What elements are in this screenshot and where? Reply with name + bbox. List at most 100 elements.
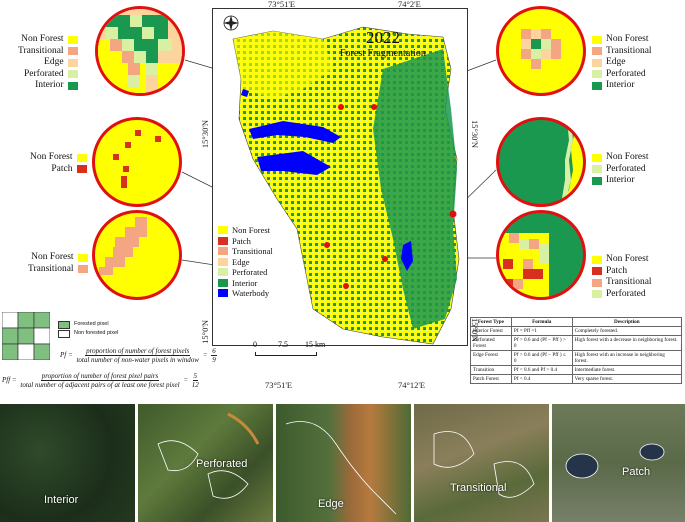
- legend-swatch: [592, 290, 602, 299]
- sample-point: [343, 283, 349, 289]
- zoom-legend-low-left: Non Forest Transitional: [28, 252, 92, 275]
- scale-label: 15 km: [305, 340, 326, 349]
- zoom-circle-top-left: [95, 6, 185, 96]
- photo-overlay: [157, 412, 260, 499]
- photo-patch: Patch: [552, 404, 685, 522]
- legend-swatch: [592, 153, 602, 162]
- formula-lhs: Pff =: [2, 376, 17, 385]
- sample-point: [449, 210, 457, 218]
- coord-top-left: 73°51'E: [268, 0, 296, 9]
- legend-label: Perforated: [606, 68, 646, 79]
- zoom-circle-mid-left: [92, 117, 182, 207]
- legend-swatch: [592, 81, 602, 90]
- table-row: Edge Forest Pf > 0.6 and (Pf − Pff ) ≤ 0…: [470, 350, 683, 366]
- formula-value-num: 5: [192, 372, 199, 381]
- map-subtitle: Forest Fragmentation: [340, 48, 426, 59]
- legend-swatch: [67, 70, 78, 79]
- map-year: 2022: [366, 28, 400, 47]
- legend-swatch: [67, 58, 78, 67]
- legend-swatch: [592, 47, 602, 56]
- waterbody: [249, 121, 341, 143]
- legend-label: Non Forest: [21, 34, 64, 44]
- scale-label: 7.5: [278, 340, 288, 349]
- table-header: Description: [571, 317, 683, 327]
- zoom-circle-pixels: [99, 217, 147, 275]
- formula-denominator: total number of adjacent pairs of at lea…: [20, 381, 180, 389]
- legend-label: Transitional: [606, 45, 652, 56]
- pf-formula: Pf = proportion of number of forest pixe…: [60, 347, 217, 364]
- legend-label: Non Forest: [30, 152, 73, 162]
- legend-label: Interior: [232, 277, 258, 288]
- non-forest-region: [233, 31, 333, 99]
- zoom-circle-low-right: [496, 210, 586, 300]
- legend-label: Waterbody: [232, 288, 270, 298]
- forest-type-table: Forest Type Formula Description Interior…: [470, 317, 683, 384]
- legend-label: Transitional: [606, 277, 652, 287]
- legend-swatch: [218, 289, 228, 298]
- legend-label: Patch: [232, 235, 251, 246]
- formula-value-den: 9: [212, 356, 216, 364]
- pixel-key-label: Forested pixel: [74, 321, 109, 327]
- legend-swatch: [67, 47, 78, 56]
- photo-transitional: Transitional: [414, 404, 549, 522]
- legend-label: Edge: [606, 57, 626, 67]
- legend-swatch: [218, 236, 228, 245]
- legend-label: Patch: [606, 265, 628, 276]
- non-forested-swatch: [58, 329, 70, 338]
- sample-point: [382, 256, 388, 262]
- legend-label: Perforated: [232, 267, 268, 277]
- zoom-legend-mid-right: Non Forest Perforated Interior: [588, 152, 649, 187]
- sample-point: [338, 104, 344, 110]
- zoom-circle-pixels: [521, 29, 561, 69]
- coord-left-lower: 15°0'N: [200, 320, 210, 344]
- zoom-legend-top-right: Non Forest Transitional Edge Perforated …: [588, 34, 652, 92]
- forested-swatch: [58, 320, 70, 329]
- legend-swatch: [592, 58, 602, 67]
- legend-label: Interior: [606, 175, 635, 185]
- legend-label: Non Forest: [606, 34, 649, 44]
- table-cell: Intermediate forest.: [571, 365, 683, 375]
- legend-label: Non Forest: [31, 252, 74, 262]
- waterbody: [401, 241, 413, 271]
- table-cell: Pf < 0.4: [510, 374, 573, 384]
- table-cell: Pf > 0.6 and (Pf − Pff ) > 0: [510, 335, 573, 351]
- photo-perforated: Perforated: [138, 404, 273, 522]
- zoom-circle-mid-right: [496, 117, 586, 207]
- scale-label: 0: [253, 340, 257, 349]
- table-cell: Completely forested.: [571, 326, 683, 336]
- legend-label: Edge: [44, 57, 64, 67]
- waterbody: [241, 89, 249, 97]
- legend-label: Perforated: [606, 163, 646, 174]
- table-row: Patch Forest Pf < 0.4 Very sparse forest…: [470, 374, 683, 384]
- legend-swatch: [218, 226, 228, 235]
- legend-label: Interior: [35, 80, 64, 90]
- legend-swatch: [77, 265, 88, 274]
- coord-right-upper: 15°30'N: [470, 120, 480, 149]
- formula-value-num: 6: [211, 347, 217, 356]
- legend-swatch: [77, 253, 88, 262]
- photo-label: Transitional: [450, 482, 507, 494]
- pixel-key: Forested pixel Non forested pixel: [58, 320, 118, 338]
- legend-label: Non Forest: [606, 152, 649, 162]
- legend-swatch: [592, 165, 602, 174]
- zoom-legend-low-right: Non Forest Patch Transitional Perforated: [588, 254, 652, 300]
- photo-label: Patch: [622, 466, 651, 478]
- photo-label: Edge: [318, 498, 344, 510]
- legend-swatch: [592, 267, 602, 276]
- photo-label: Perforated: [196, 458, 248, 470]
- scale-bar: 0 7.5 15 km: [253, 340, 363, 358]
- legend-label: Transitional: [232, 246, 273, 256]
- formula-numerator: proportion of number of forest pixels: [85, 347, 191, 356]
- legend-label: Perforated: [24, 68, 64, 79]
- table-cell: Perforated Forest: [470, 335, 512, 351]
- legend-swatch: [67, 81, 78, 90]
- waterbody: [257, 151, 331, 175]
- coord-left-upper: 15°30'N: [200, 120, 210, 149]
- legend-swatch: [592, 70, 602, 79]
- legend-swatch: [218, 278, 228, 287]
- north-arrow-icon: [223, 15, 239, 31]
- legend-label: Transitional: [28, 263, 74, 274]
- photo-overlay: [285, 421, 397, 515]
- photo-interior: Interior: [0, 404, 135, 522]
- legend-swatch: [592, 278, 602, 287]
